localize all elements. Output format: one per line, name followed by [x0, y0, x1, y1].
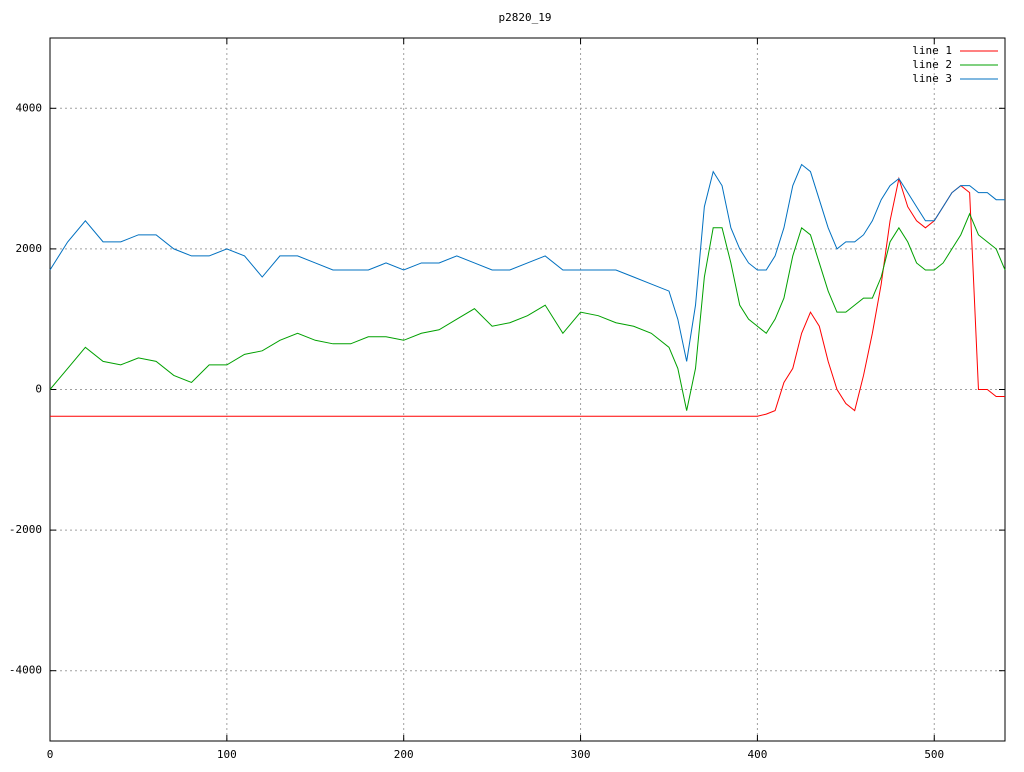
- y-tick-label: 2000: [16, 242, 43, 255]
- legend-label: line 1: [912, 44, 952, 57]
- y-tick-label: -2000: [9, 523, 42, 536]
- x-tick-label: 0: [47, 748, 54, 761]
- x-tick-label: 300: [571, 748, 591, 761]
- series-line: [49, 163, 1005, 362]
- legend-label: line 3: [912, 72, 952, 85]
- series-line: [50, 176, 1005, 417]
- y-tick-label: -4000: [9, 664, 42, 677]
- x-tick-label: 500: [924, 748, 944, 761]
- y-tick-label: 4000: [16, 101, 43, 114]
- legend-label: line 2: [912, 58, 952, 71]
- chart-title: p2820_19: [499, 11, 552, 24]
- series-line: [49, 212, 1006, 411]
- x-tick-label: 400: [747, 748, 767, 761]
- x-tick-label: 100: [217, 748, 237, 761]
- x-tick-label: 200: [394, 748, 414, 761]
- y-tick-label: 0: [35, 383, 42, 396]
